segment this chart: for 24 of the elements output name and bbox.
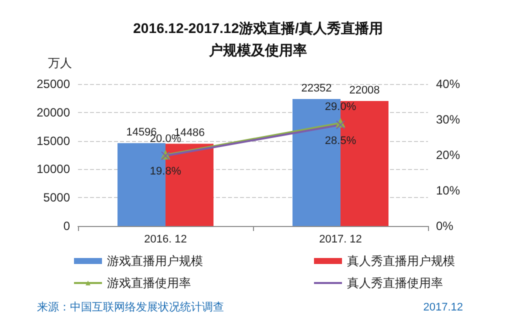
x-tick-label: 2017. 12 xyxy=(319,234,362,246)
x-tick-label: 2016. 12 xyxy=(144,234,187,246)
source-note: 来源：中国互联网络发展状况统计调查 xyxy=(37,300,224,314)
data-label: 22352 xyxy=(301,82,332,95)
y2-tick-label: 40% xyxy=(436,77,460,91)
legend-label: 游戏直播使用率 xyxy=(107,276,191,290)
text: 2017.12 xyxy=(423,302,464,314)
y2-tick-label: 10% xyxy=(436,184,460,198)
y2-tick-label: 30% xyxy=(436,112,460,126)
y-tick-label: 20000 xyxy=(36,105,70,120)
y-tick-label: 15000 xyxy=(36,134,70,148)
y-tick-label: 25000 xyxy=(36,77,70,91)
legend-label: 真人秀直播使用率 xyxy=(347,276,443,290)
y-axis-title: 万人 xyxy=(48,56,72,70)
chart-title: 2016.12-2017.12游戏直播/真人秀直播用户规模及使用率 xyxy=(133,20,383,58)
y-tick-label: 10000 xyxy=(36,162,70,176)
data-label: 22008 xyxy=(349,84,380,96)
y-tick-label: 0 xyxy=(63,219,70,233)
legend-label: 真人秀直播用户规模 xyxy=(347,254,455,268)
data-label: 20.0% xyxy=(150,133,182,145)
y-tick-label: 5000 xyxy=(43,190,70,205)
y2-tick-label: 0% xyxy=(436,219,454,233)
legend-label: 游戏直播用户规模 xyxy=(107,254,203,268)
y2-tick-label: 20% xyxy=(436,148,460,162)
